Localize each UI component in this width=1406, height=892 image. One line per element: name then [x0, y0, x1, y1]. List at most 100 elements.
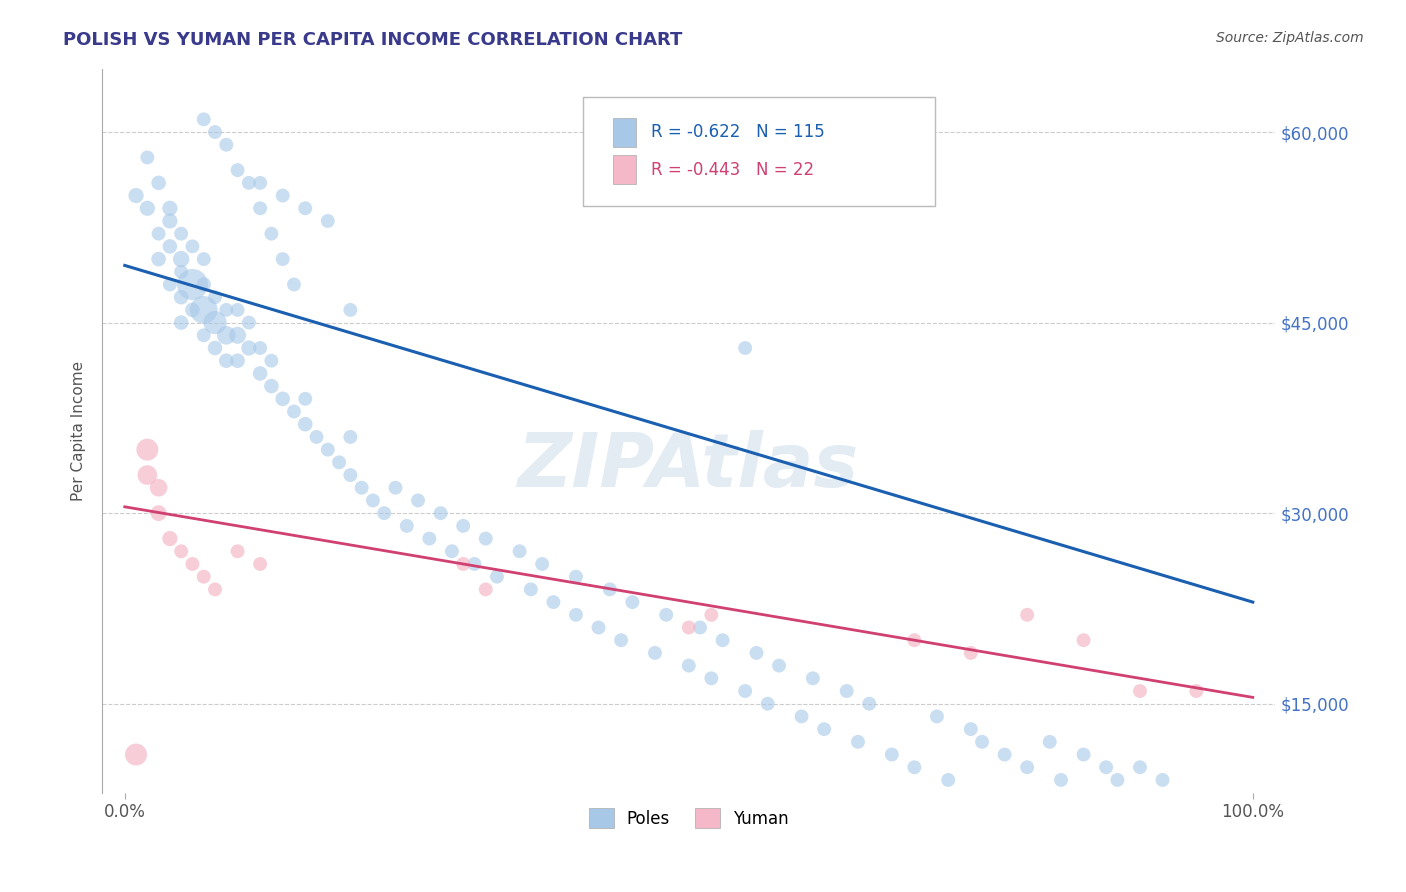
Point	[226, 302, 249, 317]
Point	[509, 544, 531, 558]
Point	[249, 176, 271, 190]
Point	[373, 506, 395, 520]
FancyBboxPatch shape	[583, 97, 935, 206]
Point	[903, 633, 925, 648]
Point	[226, 328, 249, 343]
Point	[159, 277, 181, 292]
Point	[249, 557, 271, 571]
Point	[418, 532, 440, 546]
Point	[249, 367, 271, 381]
Point	[395, 519, 418, 533]
Point	[136, 201, 159, 215]
Point	[181, 557, 204, 571]
Point	[520, 582, 543, 597]
Point	[745, 646, 768, 660]
Point	[305, 430, 328, 444]
Point	[249, 341, 271, 355]
Point	[271, 188, 294, 202]
Point	[474, 532, 496, 546]
Point	[1095, 760, 1118, 774]
Point	[328, 455, 350, 469]
Point	[451, 519, 474, 533]
Point	[159, 214, 181, 228]
Y-axis label: Per Capita Income: Per Capita Income	[72, 360, 86, 500]
Point	[768, 658, 790, 673]
Point	[249, 201, 271, 215]
Point	[813, 722, 835, 736]
Point	[1073, 747, 1095, 762]
Point	[1073, 633, 1095, 648]
Point	[215, 353, 238, 368]
Point	[170, 227, 193, 241]
Text: R = -0.443   N = 22: R = -0.443 N = 22	[651, 161, 814, 179]
Point	[970, 735, 993, 749]
Point	[734, 341, 756, 355]
Point	[835, 684, 858, 698]
Point	[170, 265, 193, 279]
Point	[170, 252, 193, 266]
Point	[925, 709, 948, 723]
Point	[170, 544, 193, 558]
Text: Source: ZipAtlas.com: Source: ZipAtlas.com	[1216, 31, 1364, 45]
Point	[215, 302, 238, 317]
Point	[215, 328, 238, 343]
Point	[260, 353, 283, 368]
Point	[159, 201, 181, 215]
Point	[260, 379, 283, 393]
Point	[283, 404, 305, 418]
Point	[148, 227, 170, 241]
Point	[215, 137, 238, 152]
Point	[136, 442, 159, 457]
Point	[260, 227, 283, 241]
Point	[238, 341, 260, 355]
Point	[226, 163, 249, 178]
Point	[1039, 735, 1062, 749]
Legend: Poles, Yuman: Poles, Yuman	[582, 801, 796, 835]
Point	[361, 493, 384, 508]
Point	[193, 112, 215, 127]
Point	[193, 252, 215, 266]
Text: POLISH VS YUMAN PER CAPITA INCOME CORRELATION CHART: POLISH VS YUMAN PER CAPITA INCOME CORREL…	[63, 31, 683, 49]
Point	[543, 595, 565, 609]
Point	[485, 570, 508, 584]
Point	[1129, 760, 1152, 774]
Point	[271, 252, 294, 266]
Point	[238, 316, 260, 330]
Point	[655, 607, 678, 622]
Point	[125, 188, 148, 202]
Point	[644, 646, 666, 660]
Point	[451, 557, 474, 571]
Point	[734, 684, 756, 698]
Point	[903, 760, 925, 774]
Point	[1017, 607, 1039, 622]
Point	[159, 532, 181, 546]
Point	[148, 506, 170, 520]
Point	[238, 176, 260, 190]
Point	[1185, 684, 1208, 698]
Point	[610, 633, 633, 648]
Point	[316, 442, 339, 457]
Point	[406, 493, 429, 508]
Point	[226, 353, 249, 368]
Point	[588, 620, 610, 634]
Point	[621, 595, 644, 609]
Point	[565, 607, 588, 622]
Point	[159, 239, 181, 253]
Point	[1017, 760, 1039, 774]
Point	[565, 570, 588, 584]
Point	[193, 302, 215, 317]
Point	[193, 328, 215, 343]
Point	[463, 557, 485, 571]
Point	[148, 176, 170, 190]
Point	[959, 722, 981, 736]
Point	[339, 430, 361, 444]
Point	[204, 316, 226, 330]
Point	[204, 341, 226, 355]
Point	[959, 646, 981, 660]
Point	[204, 125, 226, 139]
Point	[181, 239, 204, 253]
Text: ZIPAtlas: ZIPAtlas	[519, 430, 859, 503]
Point	[148, 481, 170, 495]
Text: R = -0.622   N = 115: R = -0.622 N = 115	[651, 123, 825, 141]
Point	[678, 658, 700, 673]
